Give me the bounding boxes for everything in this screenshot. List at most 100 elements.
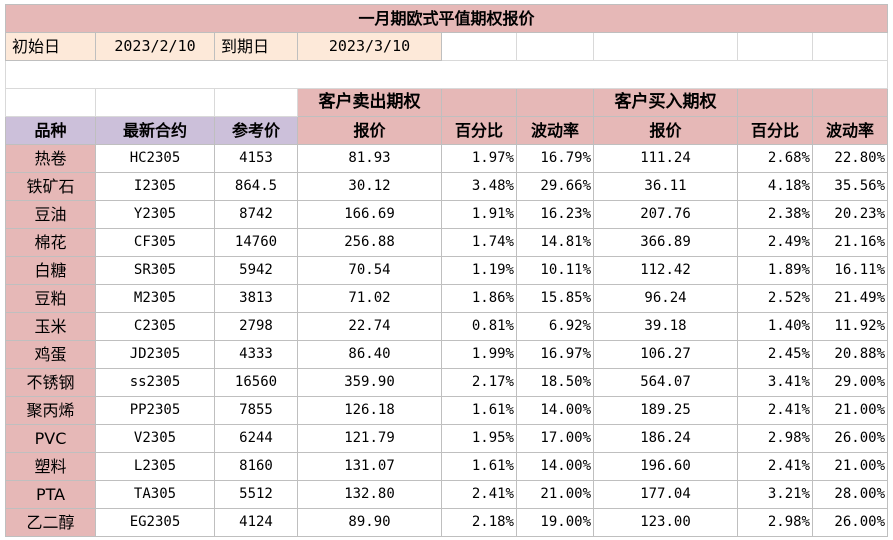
- table-title: 一月期欧式平值期权报价: [5, 4, 888, 33]
- buy-price-cell: 96.24: [593, 284, 738, 313]
- table-row: PTA TA305 5512 132.80 2.41% 21.00% 177.04 3.21%…: [5, 480, 888, 509]
- sell-volatility-cell: 16.23%: [516, 200, 594, 229]
- empty-cell: [5, 88, 96, 117]
- contract-cell: CF305: [95, 228, 215, 257]
- buy-volatility-cell: 26.00%: [812, 424, 888, 453]
- variety-cell: 棉花: [5, 228, 96, 257]
- buy-percent-cell: 4.18%: [737, 172, 813, 201]
- end-date-label: 到期日: [214, 32, 298, 61]
- contract-cell: M2305: [95, 284, 215, 313]
- contract-cell: PP2305: [95, 396, 215, 425]
- empty-cell: [593, 32, 738, 61]
- buy-volatility-cell: 21.16%: [812, 228, 888, 257]
- sell-volatility-cell: 17.00%: [516, 424, 594, 453]
- buy-price-cell: 36.11: [593, 172, 738, 201]
- variety-cell: 玉米: [5, 312, 96, 341]
- header-variety: 品种: [5, 116, 96, 145]
- sell-price-cell: 86.40: [297, 340, 442, 369]
- buy-volatility-cell: 20.23%: [812, 200, 888, 229]
- contract-cell: ss2305: [95, 368, 215, 397]
- sell-volatility-cell: 18.50%: [516, 368, 594, 397]
- blank-cell: [5, 60, 888, 89]
- reference-price-cell: 8160: [214, 452, 298, 481]
- buy-price-cell: 106.27: [593, 340, 738, 369]
- buy-percent-cell: 2.45%: [737, 340, 813, 369]
- buy-percent-cell: 2.41%: [737, 452, 813, 481]
- buy-volatility-cell: 22.80%: [812, 144, 888, 173]
- empty-cell: [516, 88, 594, 117]
- buy-volatility-cell: 21.00%: [812, 396, 888, 425]
- sell-volatility-cell: 10.11%: [516, 256, 594, 285]
- buy-percent-cell: 2.38%: [737, 200, 813, 229]
- empty-cell: [516, 32, 594, 61]
- sell-price-cell: 126.18: [297, 396, 442, 425]
- sell-percent-cell: 1.97%: [441, 144, 517, 173]
- table-row: 鸡蛋 JD2305 4333 86.40 1.99% 16.97% 106.27 2.45% 2…: [5, 340, 888, 369]
- sell-volatility-cell: 15.85%: [516, 284, 594, 313]
- variety-cell: 白糖: [5, 256, 96, 285]
- sell-volatility-cell: 21.00%: [516, 480, 594, 509]
- sell-option-group-header: 客户卖出期权: [297, 88, 442, 117]
- sell-percent-cell: 1.99%: [441, 340, 517, 369]
- buy-price-cell: 186.24: [593, 424, 738, 453]
- empty-cell: [812, 88, 888, 117]
- contract-cell: Y2305: [95, 200, 215, 229]
- table-row: 豆油 Y2305 8742 166.69 1.91% 16.23% 207.76 2.38% 2…: [5, 200, 888, 229]
- buy-price-cell: 366.89: [593, 228, 738, 257]
- empty-cell: [441, 32, 517, 61]
- sell-percent-cell: 2.18%: [441, 508, 517, 537]
- contract-cell: TA305: [95, 480, 215, 509]
- sell-price-cell: 81.93: [297, 144, 442, 173]
- buy-percent-cell: 1.89%: [737, 256, 813, 285]
- title-row: 一月期欧式平值期权报价: [5, 4, 888, 33]
- reference-price-cell: 7855: [214, 396, 298, 425]
- sell-volatility-cell: 14.81%: [516, 228, 594, 257]
- buy-volatility-cell: 11.92%: [812, 312, 888, 341]
- sell-percent-cell: 1.61%: [441, 396, 517, 425]
- date-info-row: 初始日 2023/2/10 到期日 2023/3/10: [5, 32, 888, 61]
- reference-price-cell: 4333: [214, 340, 298, 369]
- sell-price-cell: 132.80: [297, 480, 442, 509]
- buy-price-cell: 123.00: [593, 508, 738, 537]
- sell-percent-cell: 2.17%: [441, 368, 517, 397]
- sell-price-cell: 22.74: [297, 312, 442, 341]
- header-sell-volatility: 波动率: [516, 116, 594, 145]
- reference-price-cell: 6244: [214, 424, 298, 453]
- reference-price-cell: 4124: [214, 508, 298, 537]
- reference-price-cell: 5512: [214, 480, 298, 509]
- contract-cell: C2305: [95, 312, 215, 341]
- sell-percent-cell: 0.81%: [441, 312, 517, 341]
- header-buy-percent: 百分比: [737, 116, 813, 145]
- buy-percent-cell: 3.41%: [737, 368, 813, 397]
- sell-price-cell: 359.90: [297, 368, 442, 397]
- sell-volatility-cell: 14.00%: [516, 396, 594, 425]
- option-quote-table: 一月期欧式平值期权报价 初始日 2023/2/10 到期日 2023/3/10 …: [5, 4, 888, 537]
- buy-price-cell: 177.04: [593, 480, 738, 509]
- reference-price-cell: 4153: [214, 144, 298, 173]
- buy-percent-cell: 2.49%: [737, 228, 813, 257]
- reference-price-cell: 5942: [214, 256, 298, 285]
- variety-cell: 聚丙烯: [5, 396, 96, 425]
- buy-price-cell: 196.60: [593, 452, 738, 481]
- table-row: 塑料 L2305 8160 131.07 1.61% 14.00% 196.60 2.41% 2…: [5, 452, 888, 481]
- empty-cell: [737, 88, 813, 117]
- table-row: 白糖 SR305 5942 70.54 1.19% 10.11% 112.42 1.89% 16…: [5, 256, 888, 285]
- sell-price-cell: 131.07: [297, 452, 442, 481]
- table-row: 玉米 C2305 2798 22.74 0.81% 6.92% 39.18 1.40% 11.9…: [5, 312, 888, 341]
- table-row: 热卷 HC2305 4153 81.93 1.97% 16.79% 111.24 2.68% 2…: [5, 144, 888, 173]
- contract-cell: I2305: [95, 172, 215, 201]
- buy-volatility-cell: 26.00%: [812, 508, 888, 537]
- contract-cell: JD2305: [95, 340, 215, 369]
- sell-price-cell: 70.54: [297, 256, 442, 285]
- sell-volatility-cell: 29.66%: [516, 172, 594, 201]
- header-buy-price: 报价: [593, 116, 738, 145]
- variety-cell: PVC: [5, 424, 96, 453]
- header-sell-percent: 百分比: [441, 116, 517, 145]
- buy-price-cell: 39.18: [593, 312, 738, 341]
- reference-price-cell: 16560: [214, 368, 298, 397]
- sell-percent-cell: 1.74%: [441, 228, 517, 257]
- variety-cell: 乙二醇: [5, 508, 96, 537]
- sell-price-cell: 166.69: [297, 200, 442, 229]
- buy-volatility-cell: 35.56%: [812, 172, 888, 201]
- variety-cell: 不锈钢: [5, 368, 96, 397]
